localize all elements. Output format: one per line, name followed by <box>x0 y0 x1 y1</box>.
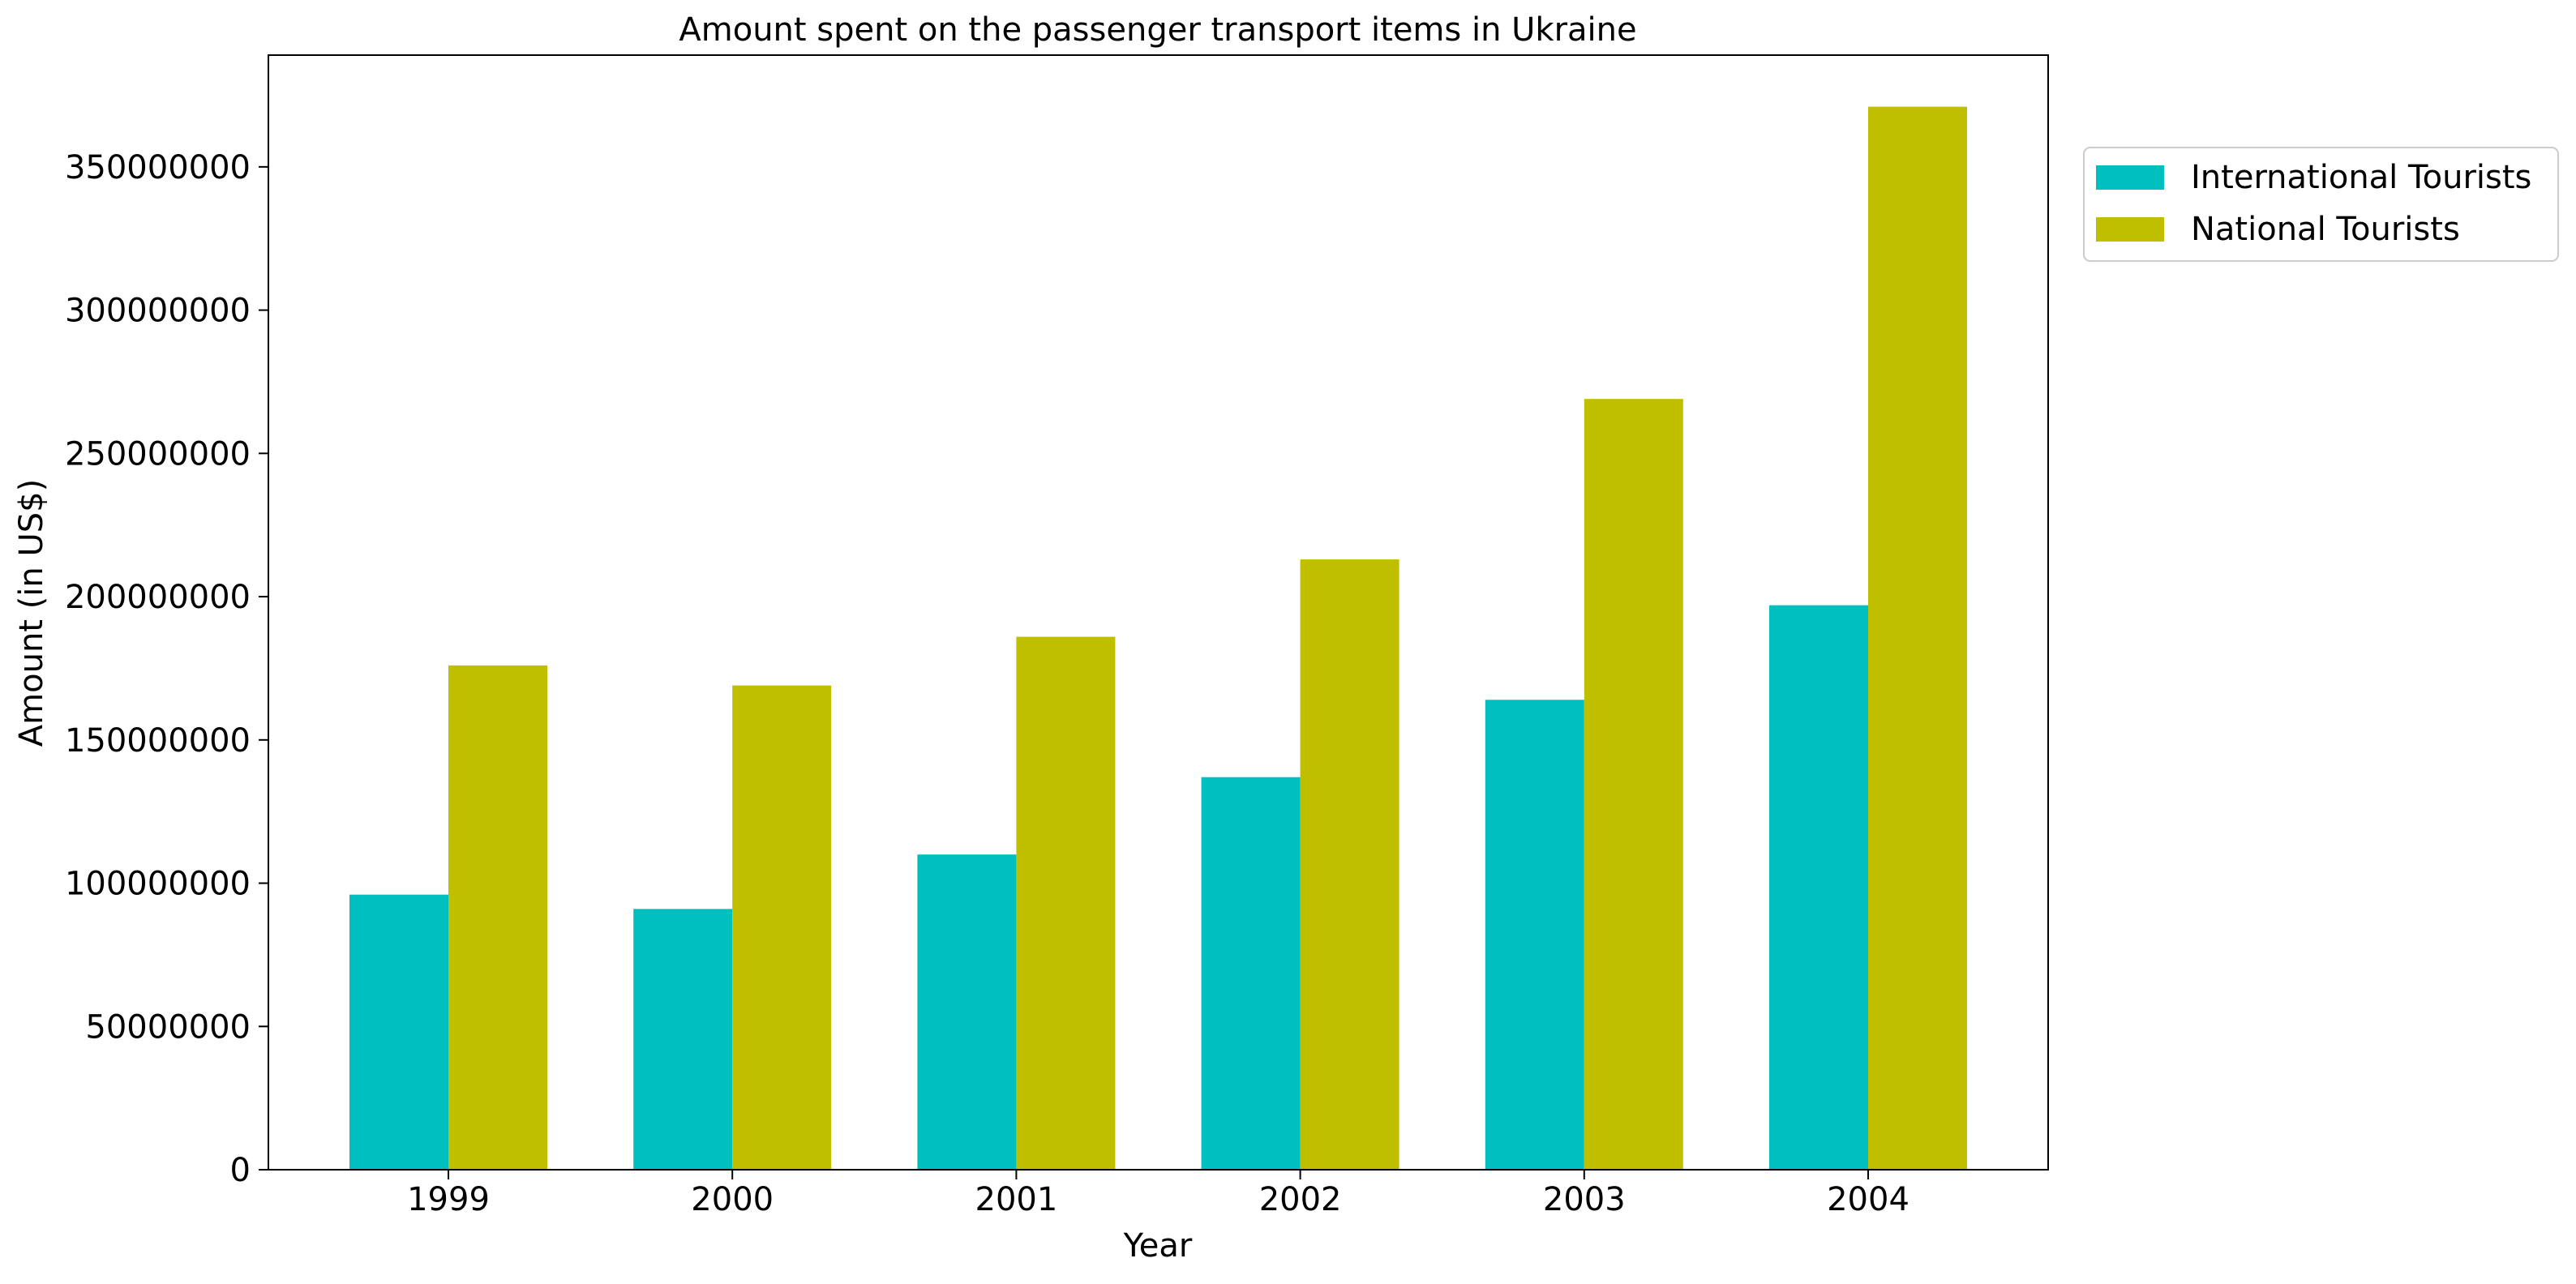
bar-international-tourists-2000 <box>633 909 733 1170</box>
bar-national-tourists-2002 <box>1300 559 1399 1170</box>
x-tick-label: 2000 <box>691 1181 774 1218</box>
y-tick-label: 0 <box>230 1152 251 1189</box>
bar-international-tourists-2001 <box>917 854 1017 1170</box>
legend-label-national-tourists: National Tourists <box>2191 211 2460 248</box>
legend-swatch-national-tourists <box>2096 217 2164 242</box>
y-axis-title: Amount (in US$) <box>13 479 50 747</box>
y-tick-label: 350000000 <box>65 149 251 186</box>
y-tick-label: 200000000 <box>65 579 251 616</box>
x-tick-label: 2003 <box>1543 1181 1626 1218</box>
bar-national-tourists-2000 <box>732 685 832 1170</box>
legend-box <box>2083 147 2559 262</box>
x-tick-label: 2001 <box>975 1181 1058 1218</box>
x-tick-label: 2002 <box>1259 1181 1342 1218</box>
x-tick-label: 2004 <box>1827 1181 1909 1218</box>
bar-national-tourists-2001 <box>1016 636 1116 1170</box>
bar-international-tourists-1999 <box>349 894 448 1170</box>
bars-layer <box>349 106 1967 1171</box>
bar-national-tourists-2003 <box>1584 399 1683 1170</box>
chart-title: Amount spent on the passenger transport … <box>679 11 1636 49</box>
bar-international-tourists-2003 <box>1485 700 1584 1170</box>
y-tick-label: 100000000 <box>65 866 251 903</box>
bar-international-tourists-2004 <box>1769 605 1868 1170</box>
bar-international-tourists-2002 <box>1201 777 1301 1170</box>
ticks-layer: 1999 2000 2001 2002 2003 2004 0 50000000 1000000… <box>65 149 1909 1218</box>
x-axis-title: Year <box>1123 1227 1193 1265</box>
y-tick-label: 300000000 <box>65 293 251 330</box>
x-tick-label: 1999 <box>407 1181 490 1218</box>
bar-national-tourists-2004 <box>1868 106 1967 1171</box>
legend-label-international-tourists: International Tourists <box>2191 159 2531 196</box>
plot-area-frame <box>268 54 2049 1171</box>
legend: International Tourists National Tourists <box>2083 147 2559 262</box>
y-tick-label: 250000000 <box>65 435 251 473</box>
bar-national-tourists-1999 <box>448 665 547 1170</box>
legend-swatch-international-tourists <box>2096 165 2164 190</box>
y-tick-label: 50000000 <box>85 1008 251 1046</box>
y-tick-label: 150000000 <box>65 722 251 760</box>
